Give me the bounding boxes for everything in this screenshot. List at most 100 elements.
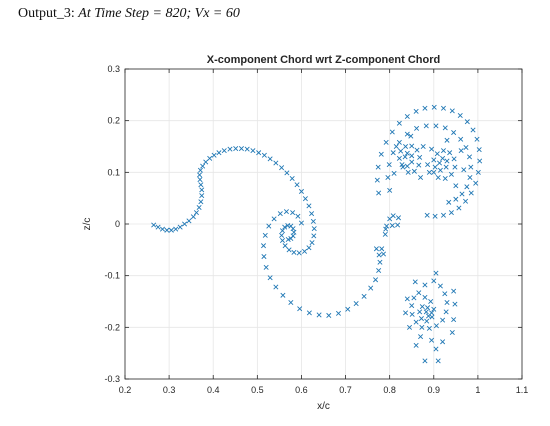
data-point — [164, 227, 170, 233]
y-tick-label: -0.2 — [104, 322, 120, 332]
data-point — [424, 318, 430, 324]
data-point — [279, 232, 285, 238]
data-point — [298, 220, 304, 226]
data-point — [316, 312, 322, 318]
data-point — [412, 279, 418, 285]
data-point — [422, 105, 428, 111]
data-point — [279, 165, 285, 171]
data-point — [409, 311, 415, 317]
data-point — [404, 114, 410, 120]
data-point — [448, 210, 454, 216]
data-point — [373, 246, 379, 252]
data-point — [309, 211, 315, 217]
data-point — [452, 164, 458, 170]
data-point — [298, 188, 304, 194]
data-point — [464, 119, 470, 125]
data-point — [302, 248, 308, 254]
data-point — [395, 222, 401, 228]
data-point — [431, 306, 437, 312]
data-point — [444, 158, 450, 164]
data-point — [433, 123, 439, 129]
y-tick-label: -0.1 — [104, 271, 120, 281]
data-point — [380, 251, 387, 257]
data-point — [155, 224, 161, 230]
data-point — [411, 295, 417, 301]
x-tick-label: 0.9 — [428, 385, 441, 395]
data-point — [382, 231, 388, 237]
data-point — [420, 143, 426, 150]
data-point — [306, 203, 312, 209]
ticks: 0.2 0.3 0.4 0.5 0.6 0.7 0.8 0.9 1 1.1 -0.3 -0.2 -0.1… — [104, 64, 528, 395]
x-tick-label: 0.7 — [339, 385, 352, 395]
data-point — [440, 317, 446, 323]
data-point — [311, 233, 317, 239]
data-point — [431, 278, 437, 284]
y-tick-label: 0.2 — [107, 116, 120, 126]
data-point — [216, 150, 222, 156]
data-point — [437, 283, 443, 289]
data-point — [196, 204, 202, 210]
data-point — [389, 129, 395, 135]
data-point — [260, 243, 267, 249]
data-point — [295, 213, 301, 219]
data-point — [244, 146, 250, 152]
data-point — [444, 300, 450, 306]
data-point — [440, 105, 447, 111]
data-point — [273, 160, 279, 166]
data-point — [448, 171, 454, 177]
data-point — [393, 143, 399, 150]
data-point — [451, 130, 457, 136]
data-point — [461, 167, 467, 173]
data-point — [198, 182, 204, 188]
data-point — [413, 342, 419, 348]
data-point — [207, 155, 213, 161]
data-point — [459, 191, 465, 197]
y-tick-label: 0.1 — [107, 167, 120, 177]
data-point — [453, 196, 459, 202]
data-point — [442, 291, 448, 297]
data-point — [416, 162, 422, 168]
data-point — [383, 226, 389, 232]
data-point — [277, 211, 283, 217]
data-point — [197, 167, 203, 173]
data-point — [197, 172, 203, 178]
data-markers — [151, 104, 483, 364]
data-point — [452, 301, 458, 307]
data-point — [417, 309, 423, 315]
data-point — [387, 187, 393, 193]
data-point — [418, 334, 424, 340]
data-point — [280, 292, 286, 298]
data-point — [433, 346, 439, 352]
data-point — [404, 131, 410, 137]
data-point — [197, 177, 203, 183]
data-point — [431, 104, 437, 110]
data-point — [449, 329, 455, 336]
x-tick-label: 0.4 — [207, 385, 220, 395]
data-point — [417, 154, 423, 160]
data-point — [302, 196, 308, 202]
data-point — [391, 170, 397, 176]
data-point — [198, 199, 204, 205]
data-point — [424, 212, 430, 218]
data-point — [311, 226, 317, 232]
x-tick-label: 0.3 — [163, 385, 176, 395]
data-point — [422, 358, 428, 364]
data-point — [266, 223, 272, 229]
data-point — [335, 310, 342, 316]
data-point — [261, 254, 267, 260]
data-point — [296, 250, 302, 256]
data-point — [199, 193, 205, 199]
data-point — [291, 229, 297, 235]
data-point — [443, 164, 449, 170]
figure-caption: Output_3: At Time Step = 820; Vx = 60 — [18, 6, 240, 22]
data-point — [267, 275, 273, 281]
data-point — [475, 169, 481, 175]
data-point — [451, 156, 457, 162]
data-point — [284, 170, 290, 176]
data-point — [408, 133, 414, 139]
data-point — [285, 236, 291, 243]
data-point — [463, 145, 469, 151]
data-point — [405, 169, 411, 175]
data-point — [467, 174, 473, 181]
